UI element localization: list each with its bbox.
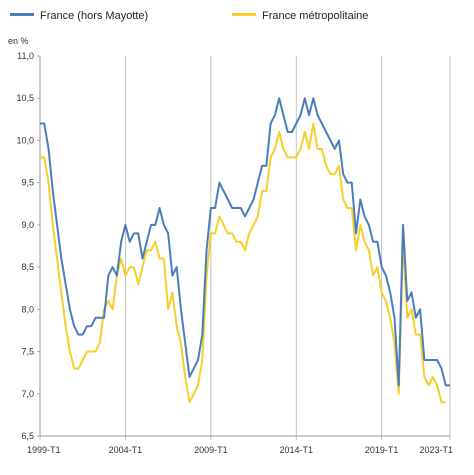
y-tick-label: 7,0 xyxy=(21,389,34,399)
legend-label-france-hors-mayotte: France (hors Mayotte) xyxy=(40,10,148,22)
axes xyxy=(39,56,450,437)
y-tick-labels: 6,5 7,0 7,5 8,0 8,5 9,0 9,5 10,0 10,5 11,0 xyxy=(16,51,40,441)
series-lines xyxy=(40,97,450,404)
y-tick-label: 6,5 xyxy=(21,431,34,441)
x-tick-label: 2009-T1 xyxy=(194,445,228,455)
legend-swatch-france-hors-mayotte xyxy=(10,13,34,16)
series-line-france-metropolitaine xyxy=(40,122,446,404)
x-tick-label: 2023-T1 xyxy=(419,445,453,455)
x-tick-label: 1999-T1 xyxy=(27,445,61,455)
series-line-france-hors-mayotte xyxy=(40,97,450,387)
legend: France (hors Mayotte) France métropolita… xyxy=(10,10,368,22)
y-tick-label: 7,5 xyxy=(21,347,34,357)
x-tick-label: 2019-T1 xyxy=(365,445,399,455)
y-tick-label: 9,5 xyxy=(21,178,34,188)
x-tick-labels: 1999-T1 2004-T1 2009-T1 2014-T1 2019-T1 2023-… xyxy=(27,445,453,455)
y-tick-label: 8,0 xyxy=(21,304,34,314)
y-unit-label: en % xyxy=(8,36,29,46)
y-tick-label: 8,5 xyxy=(21,262,34,272)
legend-swatch-france-metropolitaine xyxy=(232,13,256,16)
legend-label-france-metropolitaine: France métropolitaine xyxy=(262,10,368,22)
x-tick-label: 2014-T1 xyxy=(279,445,313,455)
y-tick-label: 11,0 xyxy=(17,51,34,61)
y-tick-label: 9,0 xyxy=(21,220,34,230)
y-tick-label: 10,0 xyxy=(16,135,34,145)
x-tick-label: 2004-T1 xyxy=(109,445,143,455)
y-tick-label: 10,5 xyxy=(16,93,34,103)
